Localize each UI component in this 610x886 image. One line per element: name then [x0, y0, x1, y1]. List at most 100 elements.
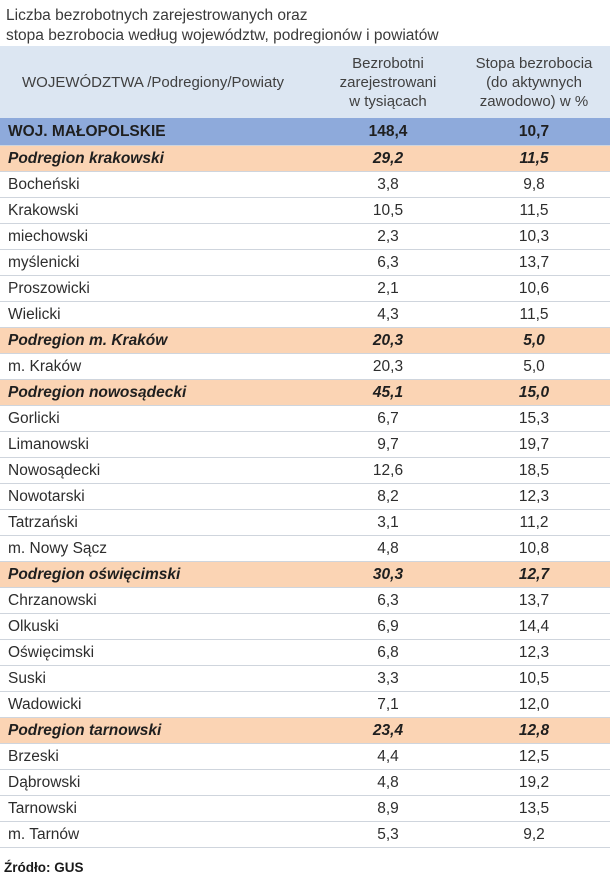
district-row: miechowski 2,3 10,3: [0, 223, 610, 250]
row-name: Brzeski: [0, 743, 318, 770]
row-name: Podregion tarnowski: [0, 717, 318, 744]
district-row: Limanowski 9,7 19,7: [0, 431, 610, 458]
row-unemployed: 3,8: [318, 171, 458, 198]
row-rate: 10,5: [458, 665, 610, 692]
row-rate: 15,3: [458, 405, 610, 432]
row-name: Wielicki: [0, 301, 318, 328]
table-title: Liczba bezrobotnych zarejestrowanych ora…: [6, 6, 606, 46]
voivodeship-row: WOJ. MAŁOPOLSKIE 148,4 10,7: [0, 118, 610, 146]
district-row: Chrzanowski 6,3 13,7: [0, 587, 610, 614]
district-row: Oświęcimski 6,8 12,3: [0, 639, 610, 666]
row-name: Bocheński: [0, 171, 318, 198]
row-name: m. Tarnów: [0, 821, 318, 848]
row-rate: 9,8: [458, 171, 610, 198]
row-unemployed: 12,6: [318, 457, 458, 484]
row-rate: 19,2: [458, 769, 610, 796]
row-rate: 11,5: [458, 145, 610, 172]
district-row: Nowotarski 8,2 12,3: [0, 483, 610, 510]
district-row: m. Tarnów 5,3 9,2: [0, 821, 610, 848]
row-name: Chrzanowski: [0, 587, 318, 614]
district-row: Gorlicki 6,7 15,3: [0, 405, 610, 432]
row-name: m. Kraków: [0, 353, 318, 380]
header-unemployed-line: zarejestrowani: [339, 73, 437, 91]
table-body: WOJ. MAŁOPOLSKIE 148,4 10,7 Podregion krako…: [0, 118, 610, 848]
row-rate: 13,7: [458, 249, 610, 276]
district-row: Krakowski 10,5 11,5: [0, 197, 610, 224]
row-unemployed: 3,1: [318, 509, 458, 536]
row-unemployed: 20,3: [318, 353, 458, 380]
header-unemployed-line: w tysiącach: [349, 92, 427, 110]
row-rate: 14,4: [458, 613, 610, 640]
subregion-row: Podregion nowosądecki 45,1 15,0: [0, 379, 610, 406]
subregion-row: Podregion m. Kraków 20,3 5,0: [0, 327, 610, 354]
header-rate-line: zawodowo) w %: [479, 92, 589, 110]
row-unemployed: 23,4: [318, 717, 458, 744]
row-unemployed: 3,3: [318, 665, 458, 692]
header-row: WOJEWÓDZTWA /Podregiony/Powiaty Bezrobot…: [0, 46, 610, 118]
row-rate: 12,5: [458, 743, 610, 770]
row-unemployed: 20,3: [318, 327, 458, 354]
district-row: Wielicki 4,3 11,5: [0, 301, 610, 328]
row-rate: 19,7: [458, 431, 610, 458]
subregion-row: Podregion oświęcimski 30,3 12,7: [0, 561, 610, 588]
title-line-2: stopa bezrobocia według województw, podr…: [6, 27, 439, 44]
row-unemployed: 6,3: [318, 587, 458, 614]
header-rate: Stopa bezrobocia (do aktywnych zawodowo)…: [458, 46, 610, 118]
row-rate: 13,7: [458, 587, 610, 614]
row-name: m. Nowy Sącz: [0, 535, 318, 562]
row-rate: 12,7: [458, 561, 610, 588]
district-row: Bocheński 3,8 9,8: [0, 171, 610, 198]
row-rate: 18,5: [458, 457, 610, 484]
district-row: Dąbrowski 4,8 19,2: [0, 769, 610, 796]
row-name: Wadowicki: [0, 691, 318, 718]
unemployment-table: WOJEWÓDZTWA /Podregiony/Powiaty Bezrobot…: [0, 46, 610, 848]
row-unemployed: 2,1: [318, 275, 458, 302]
row-name: Tatrzański: [0, 509, 318, 536]
district-row: Tarnowski 8,9 13,5: [0, 795, 610, 822]
row-unemployed: 6,7: [318, 405, 458, 432]
row-rate: 11,5: [458, 301, 610, 328]
row-unemployed: 5,3: [318, 821, 458, 848]
row-rate: 11,2: [458, 509, 610, 536]
row-name: Podregion m. Kraków: [0, 327, 318, 354]
row-unemployed: 30,3: [318, 561, 458, 588]
row-unemployed: 2,3: [318, 223, 458, 250]
row-rate: 5,0: [458, 353, 610, 380]
row-rate: 10,7: [458, 118, 610, 146]
row-rate: 12,3: [458, 483, 610, 510]
row-name: Oświęcimski: [0, 639, 318, 666]
row-rate: 10,3: [458, 223, 610, 250]
row-name: Krakowski: [0, 197, 318, 224]
row-name: Podregion krakowski: [0, 145, 318, 172]
header-rate-line: (do aktywnych: [486, 73, 582, 91]
row-name: myślenicki: [0, 249, 318, 276]
row-rate: 13,5: [458, 795, 610, 822]
district-row: m. Kraków 20,3 5,0: [0, 353, 610, 380]
row-name: Nowotarski: [0, 483, 318, 510]
header-unemployed-line: Bezrobotni: [352, 54, 424, 72]
row-unemployed: 6,8: [318, 639, 458, 666]
row-rate: 10,6: [458, 275, 610, 302]
row-unemployed: 4,3: [318, 301, 458, 328]
row-rate: 15,0: [458, 379, 610, 406]
district-row: Proszowicki 2,1 10,6: [0, 275, 610, 302]
row-name: WOJ. MAŁOPOLSKIE: [0, 118, 318, 146]
district-row: myślenicki 6,3 13,7: [0, 249, 610, 276]
row-rate: 10,8: [458, 535, 610, 562]
row-unemployed: 4,8: [318, 535, 458, 562]
district-row: Nowosądecki 12,6 18,5: [0, 457, 610, 484]
row-name: Gorlicki: [0, 405, 318, 432]
header-unemployed: Bezrobotni zarejestrowani w tysiącach: [318, 46, 458, 118]
row-unemployed: 6,3: [318, 249, 458, 276]
row-unemployed: 10,5: [318, 197, 458, 224]
row-name: Nowosądecki: [0, 457, 318, 484]
row-unemployed: 6,9: [318, 613, 458, 640]
row-name: Dąbrowski: [0, 769, 318, 796]
row-name: Podregion nowosądecki: [0, 379, 318, 406]
row-unemployed: 7,1: [318, 691, 458, 718]
row-unemployed: 8,9: [318, 795, 458, 822]
row-name: Olkuski: [0, 613, 318, 640]
row-name: Limanowski: [0, 431, 318, 458]
row-unemployed: 9,7: [318, 431, 458, 458]
